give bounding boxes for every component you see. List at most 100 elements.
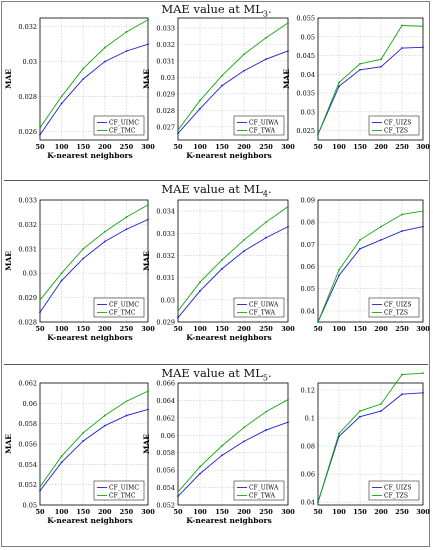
y-tick-label: 0.031 <box>18 245 37 253</box>
series-line-cf-tzs <box>317 25 424 135</box>
x-tick-label: 200 <box>237 143 251 151</box>
series-line-cf-uimc <box>39 219 149 313</box>
x-axis-label: K-nearest neighbors <box>186 151 271 160</box>
data-point <box>39 311 41 314</box>
plot-frame <box>177 17 289 141</box>
y-tick-label: 0.06 <box>301 471 315 479</box>
x-axis-label: K-nearest neighbors <box>47 151 132 160</box>
data-point <box>422 25 424 28</box>
x-tick-label: 250 <box>259 508 273 516</box>
data-point <box>380 239 382 241</box>
x-tick-label: 200 <box>237 508 251 516</box>
data-point <box>199 107 201 110</box>
y-tick-label: 0.026 <box>18 128 37 136</box>
x-tick-label: 100 <box>55 508 69 516</box>
x-tick-label: 50 <box>173 143 183 151</box>
y-tick-label: 0.054 <box>156 484 175 492</box>
data-point <box>359 410 361 412</box>
data-point <box>82 247 85 250</box>
x-tick-label: 100 <box>55 325 69 333</box>
y-tick-label: 0.058 <box>18 420 37 428</box>
y-tick-label: 0.028 <box>18 93 37 101</box>
plot-frame <box>317 382 424 506</box>
data-point <box>125 414 128 417</box>
x-tick-label: 50 <box>313 325 323 333</box>
y-tick-label: 0.06 <box>161 432 175 440</box>
data-point <box>359 239 361 241</box>
data-point <box>338 274 340 277</box>
data-point <box>221 74 223 77</box>
x-tick-label: 250 <box>395 508 409 516</box>
series-line-cf-twa <box>177 399 289 493</box>
x-tick-label: 200 <box>98 508 112 516</box>
x-tick-label: 200 <box>237 325 251 333</box>
y-tick-label: 0.06 <box>301 263 315 271</box>
data-point <box>39 126 41 129</box>
legend-label: CF_UIWA <box>249 302 279 309</box>
data-point <box>199 281 201 283</box>
x-tick-label: 200 <box>98 325 112 333</box>
y-tick-label: 0.062 <box>156 414 175 422</box>
data-point <box>243 239 245 241</box>
data-point <box>317 501 319 504</box>
y-tick-label: 0.05 <box>301 33 315 41</box>
y-tick-label: 0.03 <box>301 108 315 116</box>
legend-label: CF_UIZS <box>384 120 411 127</box>
data-point <box>359 247 361 250</box>
chart-ml3-uizs: 50 100 150 200 250 3000.0250.030.0350.040.045… <box>282 15 430 152</box>
data-point <box>380 410 382 412</box>
data-point <box>82 440 85 442</box>
data-point <box>147 18 149 21</box>
y-tick-label: 0.05 <box>301 285 315 293</box>
y-tick-label: 0.1 <box>305 415 315 423</box>
y-axis-label: MAE <box>282 69 291 89</box>
x-tick-label: 250 <box>259 325 273 333</box>
legend-label: CF_TMC <box>109 493 136 500</box>
series-line-cf-uimc <box>39 409 149 492</box>
y-tick-label: 0.056 <box>18 441 37 449</box>
y-tick-label: 0.033 <box>156 24 175 32</box>
x-tick-label: 50 <box>313 508 323 516</box>
data-point <box>287 421 289 424</box>
data-point <box>287 50 289 52</box>
legend-label: CF_TMC <box>109 310 136 317</box>
data-point <box>265 36 267 39</box>
data-point <box>221 84 223 87</box>
chart-ml4-uimc: 50 100 150 200 250 300 0.028 0.029 0.03 0.031 0.03… <box>4 197 155 343</box>
data-point <box>103 424 106 427</box>
data-point <box>265 58 267 61</box>
data-point <box>243 440 245 443</box>
x-tick-label: 200 <box>374 325 388 333</box>
data-point <box>317 133 319 136</box>
y-tick-label: 0.032 <box>156 41 175 49</box>
y-tick-label: 0.055 <box>296 15 315 23</box>
x-tick-label: 200 <box>98 143 112 151</box>
y-tick-label: 0.031 <box>156 57 175 65</box>
legend-label: CF_UIZS <box>384 485 411 492</box>
x-tick-label: 250 <box>120 143 134 151</box>
y-axis-label: MAE <box>4 251 13 271</box>
data-point <box>265 236 267 239</box>
data-point <box>287 205 289 208</box>
y-axis-label: MAE <box>142 434 151 454</box>
data-point <box>422 225 424 228</box>
data-point <box>82 257 85 260</box>
y-tick-label: 0.033 <box>156 230 175 238</box>
x-tick-label: 100 <box>193 508 207 516</box>
data-point <box>177 310 179 312</box>
x-axis-label: K-nearest neighbors <box>47 333 132 342</box>
y-tick-label: 0.07 <box>301 241 315 249</box>
legend-label: CF_UIMC <box>109 485 139 492</box>
row-title-ml5: MAE value at ML5. <box>161 366 272 383</box>
data-point <box>103 60 106 63</box>
data-point <box>265 410 267 413</box>
y-tick-label: 0.04 <box>301 499 315 507</box>
series-line-cf-tmc <box>39 204 149 301</box>
x-tick-label: 100 <box>332 325 346 333</box>
y-axis-label: MAE <box>142 251 151 271</box>
